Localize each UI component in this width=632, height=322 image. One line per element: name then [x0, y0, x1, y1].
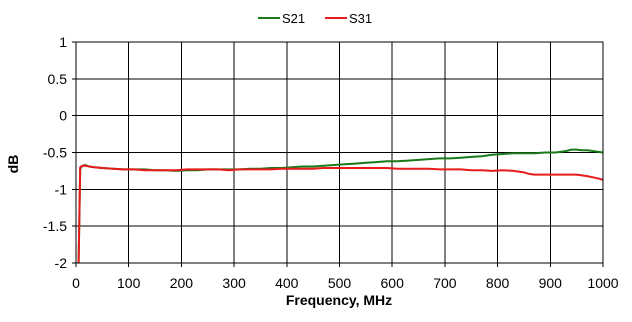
- x-tick-label: 800: [486, 275, 510, 291]
- legend-label-s31: S31: [349, 11, 372, 26]
- y-tick-label: 0.5: [48, 71, 68, 87]
- x-tick-label: 1000: [587, 275, 618, 291]
- x-axis-title: Frequency, MHz: [286, 292, 392, 308]
- chart-legend: S21 S31: [258, 11, 372, 26]
- x-tick-label: 300: [222, 275, 246, 291]
- x-tick-label: 500: [328, 275, 352, 291]
- x-tick-label: 700: [433, 275, 457, 291]
- x-tick-label: 400: [275, 275, 299, 291]
- y-tick-label: -2: [55, 255, 68, 271]
- x-tick-label: 0: [72, 275, 80, 291]
- y-tick-label: -1: [55, 181, 68, 197]
- y-axis-ticks: 1 0.5 0 -0.5 -1 -1.5 -2: [43, 34, 76, 271]
- series-line-s31: [77, 164, 604, 264]
- legend-label-s21: S21: [282, 11, 305, 26]
- y-tick-label: 1: [59, 34, 67, 50]
- data-series: [77, 148, 604, 264]
- y-tick-label: -0.5: [43, 145, 67, 161]
- y-axis-title: dB: [5, 155, 21, 174]
- y-tick-label: 0: [59, 108, 67, 124]
- y-tick-label: -1.5: [43, 218, 67, 234]
- x-axis-ticks: 0 100 200 300 400 500 600 700 800 900 1000: [72, 263, 619, 291]
- x-tick-label: 100: [117, 275, 141, 291]
- x-tick-label: 600: [381, 275, 405, 291]
- x-tick-label: 200: [170, 275, 194, 291]
- x-tick-label: 900: [539, 275, 563, 291]
